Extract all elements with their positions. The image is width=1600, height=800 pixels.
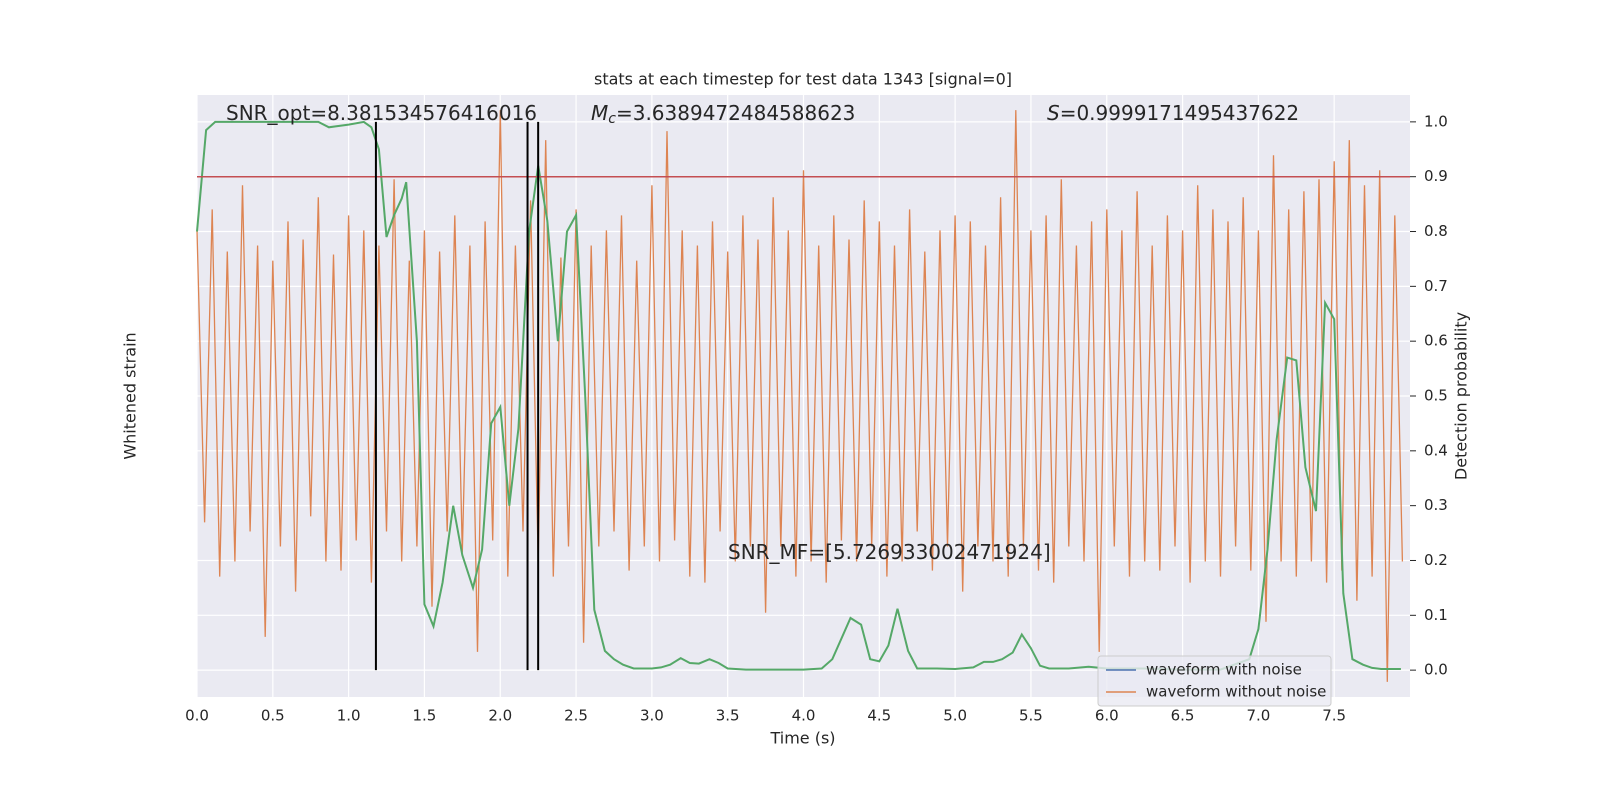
y2-tick-label: 0.7 [1424,277,1448,295]
legend-label: waveform with noise [1146,661,1302,679]
x-tick-label: 3.5 [716,707,740,725]
x-tick-label: 7.0 [1246,707,1270,725]
y2-tick-label: 0.3 [1424,496,1448,514]
legend-label: waveform without noise [1146,683,1326,701]
annotation: SNR_MF=[5.726933002471924] [728,540,1051,564]
series-line [196,110,1404,682]
annotation-subscript: c [608,111,616,127]
x-tick-label: 4.0 [792,707,816,725]
x-tick-label: 3.0 [640,707,664,725]
y2-tick-label: 1.0 [1424,112,1448,130]
legend-box [1097,655,1332,707]
x-tick-label: 1.0 [337,707,361,725]
x-tick-label: 1.5 [413,707,437,725]
y-axis-label: Whitened strain [121,332,140,459]
x-tick-label: 6.0 [1095,707,1119,725]
chart-title: stats at each timestep for test data 134… [594,70,1012,89]
annotation-symbol: S [1047,101,1060,125]
annotation-text: SNR_opt=8.381534576416016 [226,101,537,125]
annotation-text: =3.6389472484588623 [616,101,855,125]
annotation-symbol: M [591,101,608,125]
x-axis-label: Time (s) [769,729,835,748]
x-tick-label: 7.5 [1322,707,1346,725]
x-tick-label: 2.5 [564,707,588,725]
annotation-text: =0.9999171495437622 [1060,101,1299,125]
x-tick-label: 5.0 [943,707,967,725]
x-tick-label: 5.5 [1019,707,1043,725]
y2-tick-label: 0.8 [1424,222,1448,240]
x-tick-label: 0.0 [185,707,209,725]
annotation-text: SNR_MF=[5.726933002471924] [728,540,1051,564]
y2-tick-label: 0.1 [1424,606,1448,624]
annotation: SNR_opt=8.381534576416016 [226,101,537,125]
y2-tick-label: 0.2 [1424,551,1448,569]
y2-tick-label: 0.0 [1424,661,1448,679]
x-tick-label: 2.0 [488,707,512,725]
x-tick-label: 6.5 [1171,707,1195,725]
y2-tick-label: 0.6 [1424,332,1448,350]
y2-tick-label: 0.5 [1424,387,1448,405]
y2-axis-label: Detection probability [1452,312,1471,480]
annotation: S=0.9999171495437622 [1047,101,1299,125]
y2-tick-label: 0.9 [1424,167,1448,185]
x-tick-label: 4.5 [867,707,891,725]
annotation: Mc=3.6389472484588623 [591,101,855,128]
x-tick-label: 0.5 [261,707,285,725]
y2-tick-label: 0.4 [1424,441,1448,459]
